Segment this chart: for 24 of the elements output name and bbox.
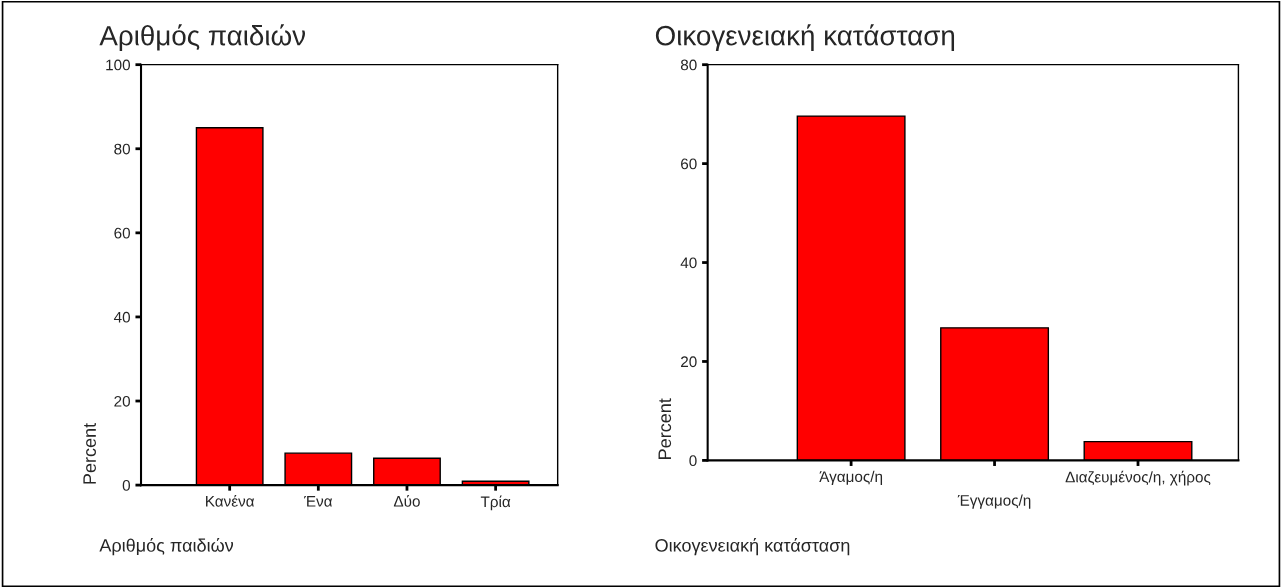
x-tick-label: Τρία xyxy=(480,495,511,511)
y-tick-label: 100 xyxy=(106,59,131,71)
y-tick-label: 0 xyxy=(122,479,131,491)
x-axis-title: Οικογενειακή κατάσταση xyxy=(655,538,850,556)
y-tick-label: 80 xyxy=(114,143,131,155)
y-tick-label: 0 xyxy=(689,455,697,467)
y-tick-label: 60 xyxy=(681,158,697,170)
x-axis-title: Αριθμός παιδιών xyxy=(99,538,234,556)
y-tick-label: 20 xyxy=(114,395,131,407)
x-tick-label: Διαζευμένος/η, χήρος xyxy=(1065,470,1211,486)
y-tick-label: 80 xyxy=(680,59,697,71)
x-tick-label: Δύο xyxy=(393,495,420,507)
x-tick-label: Κανένα xyxy=(206,495,255,507)
y-axis-title: Percent xyxy=(83,423,96,484)
x-tick-label: Ένα xyxy=(304,495,333,507)
y-tick-label: 60 xyxy=(114,227,131,239)
y-tick-label: 40 xyxy=(680,257,697,269)
chart-title: Αριθμός παιδιών xyxy=(99,24,306,51)
y-tick-label: 20 xyxy=(681,356,697,368)
chart-title: Οικογενειακή κατάσταση xyxy=(655,24,955,51)
y-tick-label: 40 xyxy=(113,311,131,323)
y-axis-title: Percent xyxy=(658,398,672,459)
x-tick-label: Έγγαμος/η xyxy=(957,494,1031,509)
x-tick-label: Άγαμος/η xyxy=(819,470,883,486)
